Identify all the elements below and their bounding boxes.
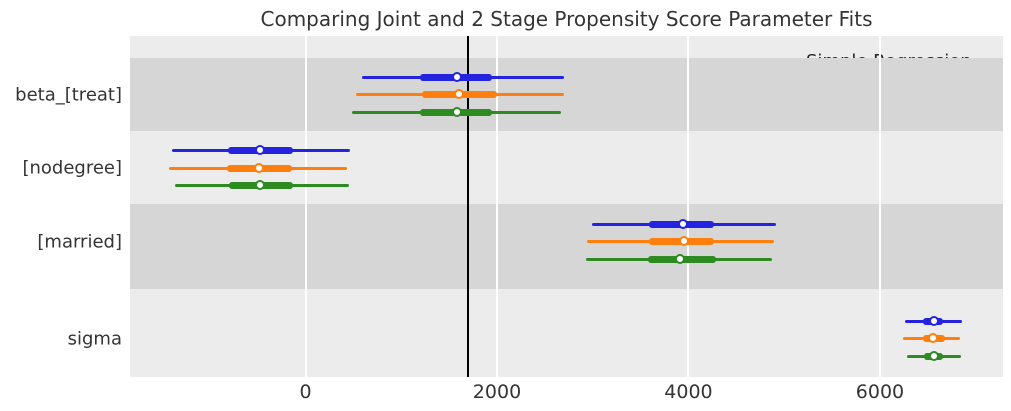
- row-shading-band: [130, 204, 1003, 289]
- chart-title: Comparing Joint and 2 Stage Propensity S…: [260, 7, 873, 31]
- reference-line: [467, 36, 470, 377]
- point-marker: [678, 236, 689, 246]
- gridline: [495, 36, 498, 377]
- plot-area: Simple Regression1 Stage2 Stage: [130, 36, 1003, 377]
- x-tick-label: 0: [299, 381, 312, 403]
- point-marker: [451, 71, 462, 82]
- gridline: [687, 36, 690, 377]
- y-axis-label: [nodegree]: [22, 157, 122, 179]
- y-axis-label: sigma: [67, 328, 122, 349]
- x-tick-label: 2000: [472, 381, 522, 403]
- point-marker: [253, 162, 264, 173]
- point-marker: [928, 350, 939, 361]
- point-marker: [677, 218, 688, 229]
- x-tick-label: 6000: [855, 381, 905, 403]
- point-marker: [453, 89, 464, 99]
- x-tick-label: 4000: [664, 381, 713, 403]
- point-marker: [255, 145, 266, 155]
- y-axis-label: [married]: [37, 231, 122, 252]
- point-marker: [255, 180, 266, 190]
- point-marker: [675, 253, 686, 264]
- y-axis-label: beta_[treat]: [15, 84, 122, 105]
- point-marker: [927, 333, 938, 343]
- point-marker: [928, 315, 939, 326]
- gridline: [878, 36, 881, 377]
- gridline: [304, 36, 307, 377]
- row-shading-band: [130, 58, 1003, 131]
- point-marker: [451, 106, 462, 117]
